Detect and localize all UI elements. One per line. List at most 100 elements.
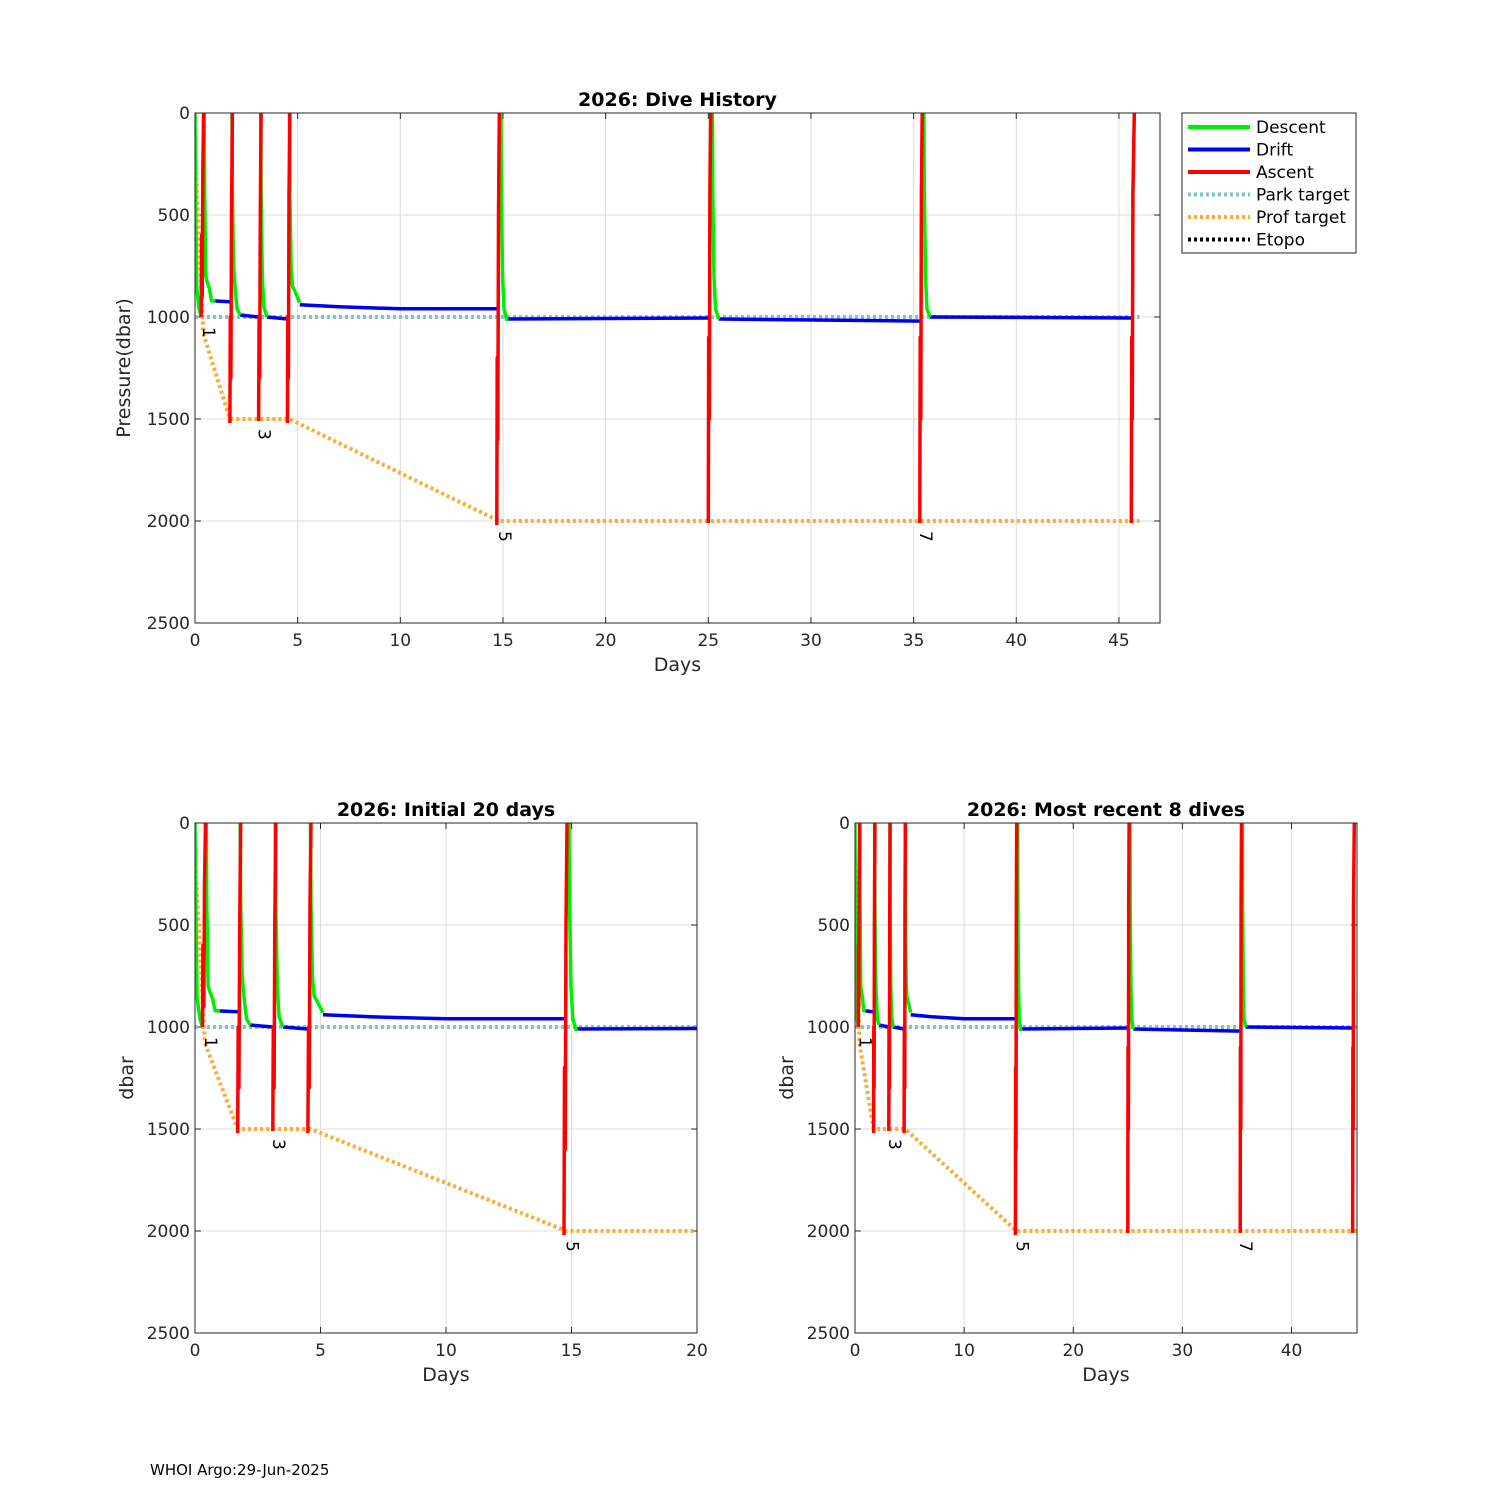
profile-number-label: 3 (254, 429, 274, 440)
x-tick-label: 20 (595, 631, 617, 651)
ascent-segment (235, 823, 243, 1134)
x-tick-label: 30 (800, 631, 822, 651)
plot-layer (195, 113, 1140, 526)
x-tick-label: 20 (1062, 1341, 1084, 1361)
x-tick-label: 0 (850, 1341, 861, 1361)
y-tick-label: 0 (179, 814, 190, 834)
y-tick-label: 1000 (147, 1018, 190, 1038)
x-tick-label: 0 (190, 631, 201, 651)
drift-segment (507, 316, 711, 321)
y-tick-label: 1500 (807, 1120, 850, 1140)
y-tick-label: 2000 (807, 1222, 850, 1242)
x-tick-label: 10 (435, 1341, 457, 1361)
legend-label: Etopo (1256, 231, 1305, 251)
ascent-segment (856, 823, 862, 1028)
descent-segment (567, 823, 579, 1032)
descent-segment (710, 113, 721, 320)
drift-segment (910, 1013, 1016, 1021)
y-tick-label: 0 (839, 814, 850, 834)
x-tick-label: 15 (561, 1341, 583, 1361)
legend-label: Drift (1256, 141, 1293, 161)
axes-box (194, 112, 1161, 624)
chart-title: 2026: Most recent 8 dives (967, 799, 1245, 821)
ascent-segment (495, 113, 502, 526)
drift-segment (929, 315, 1132, 320)
ascent-segment (918, 113, 924, 524)
legend-label: Prof target (1256, 208, 1346, 228)
y-tick-label: 2500 (807, 1324, 850, 1344)
legend-label: Ascent (1256, 163, 1314, 183)
profile-number-label: 1 (198, 327, 218, 338)
ascent-segment (199, 113, 206, 318)
y-axis-label: dbar (116, 1056, 138, 1100)
ascent-segment (200, 823, 208, 1028)
ascent-segment (306, 823, 313, 1134)
drift-segment (878, 1023, 890, 1029)
descent-segment (922, 113, 932, 318)
x-tick-label: 15 (492, 631, 514, 651)
y-tick-label: 0 (179, 104, 190, 124)
x-tick-label: 25 (697, 631, 719, 651)
profile-number-label: 3 (268, 1139, 288, 1150)
profile-number-label: 3 (884, 1139, 904, 1150)
y-axis-label: dbar (776, 1056, 798, 1100)
x-tick-label: 5 (292, 631, 303, 651)
prof-target-line (195, 147, 1140, 523)
chart-title: 2026: Dive History (578, 89, 777, 111)
chart-panel-2: 0 5 10 15 20 0 500 1000 1500 2000 2500 1 3 5 2026: Ini… (116, 799, 708, 1386)
y-tick-label: 1000 (807, 1018, 850, 1038)
drift-segment (892, 1025, 905, 1031)
x-tick-label: 10 (953, 1341, 975, 1361)
drift-segment (322, 1013, 564, 1021)
ascent-segment (562, 823, 569, 1236)
ascent-segment (706, 113, 713, 524)
ascent-segment (871, 823, 877, 1134)
legend-label: Park target (1256, 186, 1350, 206)
ascent-segment (1013, 823, 1019, 1236)
y-tick-label: 1500 (147, 410, 190, 430)
profile-number-label: 1 (200, 1037, 220, 1048)
drift-segment (250, 1023, 273, 1029)
drift-segment (1133, 1027, 1242, 1033)
x-tick-label: 5 (315, 1341, 326, 1361)
ascent-segment (285, 113, 292, 424)
ascent-segment (228, 113, 235, 424)
y-tick-label: 2000 (147, 1222, 190, 1242)
ascent-segment (887, 823, 892, 1132)
legend-label: Descent (1256, 118, 1326, 138)
drift-segment (282, 1025, 309, 1031)
x-tick-label: 10 (389, 631, 411, 651)
ascent-segment (1350, 823, 1357, 1234)
ascent-segment (902, 823, 908, 1134)
axes-box (854, 822, 1358, 1334)
y-tick-label: 500 (158, 206, 190, 226)
profile-number-label: 5 (494, 531, 514, 542)
descent-segment (204, 823, 221, 1013)
descent-segment (202, 113, 216, 303)
descent-segment (499, 113, 509, 322)
x-tick-label: 30 (1172, 1341, 1194, 1361)
footer-label: WHOI Argo:29-Jun-2025 (150, 1461, 330, 1479)
chart-panel-1: 0 5 10 15 20 25 30 35 40 450500100015002000250013… (113, 89, 1357, 676)
y-tick-label: 2500 (147, 1324, 190, 1344)
x-tick-label: 0 (190, 1341, 201, 1361)
y-tick-label: 1000 (147, 308, 190, 328)
profile-number-label: 5 (561, 1241, 581, 1252)
x-axis-label: Days (654, 654, 701, 676)
ascent-segment (1238, 823, 1244, 1234)
descent-segment (195, 823, 205, 1028)
plot-layer (195, 823, 697, 1236)
ascent-segment (1126, 823, 1131, 1234)
profile-number-label: 5 (1012, 1241, 1032, 1252)
x-axis-label: Days (422, 1364, 469, 1386)
profile-number-label: 7 (915, 531, 935, 542)
x-tick-label: 20 (686, 1341, 708, 1361)
x-tick-label: 45 (1108, 631, 1130, 651)
x-tick-label: 40 (1281, 1341, 1303, 1361)
drift-segment (266, 315, 288, 321)
plot-area (855, 823, 1357, 1333)
plot-area (195, 113, 1160, 623)
drift-segment (1245, 1025, 1353, 1030)
axes-box (194, 822, 698, 1334)
